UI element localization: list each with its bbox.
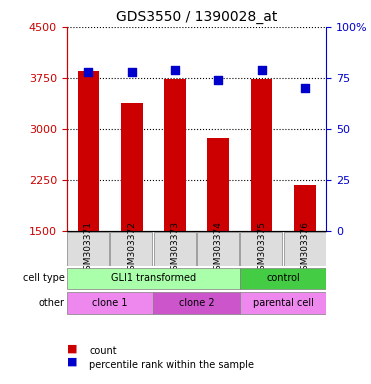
FancyBboxPatch shape xyxy=(111,232,152,266)
Text: GSM303372: GSM303372 xyxy=(127,221,136,276)
Text: GSM303371: GSM303371 xyxy=(84,221,93,276)
Bar xyxy=(121,103,142,231)
Text: cell type: cell type xyxy=(23,273,65,283)
FancyBboxPatch shape xyxy=(154,232,196,266)
Text: parental cell: parental cell xyxy=(253,298,313,308)
FancyBboxPatch shape xyxy=(153,292,240,314)
Text: GSM303373: GSM303373 xyxy=(171,221,180,276)
Bar xyxy=(251,79,272,231)
FancyBboxPatch shape xyxy=(67,268,240,290)
Text: clone 2: clone 2 xyxy=(179,298,214,308)
FancyBboxPatch shape xyxy=(67,292,153,314)
Text: percentile rank within the sample: percentile rank within the sample xyxy=(89,360,254,370)
Title: GDS3550 / 1390028_at: GDS3550 / 1390028_at xyxy=(116,10,277,25)
Text: clone 1: clone 1 xyxy=(92,298,128,308)
Bar xyxy=(207,138,229,231)
Point xyxy=(302,85,308,91)
Text: count: count xyxy=(89,346,116,356)
FancyBboxPatch shape xyxy=(240,292,326,314)
Text: control: control xyxy=(266,273,300,283)
Point xyxy=(215,77,221,83)
Text: GLI1 transformed: GLI1 transformed xyxy=(111,273,196,283)
Text: other: other xyxy=(39,298,65,308)
Bar xyxy=(164,79,186,231)
Text: ■: ■ xyxy=(67,357,77,367)
Point xyxy=(85,69,91,75)
Point xyxy=(172,67,178,73)
Point xyxy=(129,69,135,75)
Text: GSM303375: GSM303375 xyxy=(257,221,266,276)
Bar xyxy=(294,185,316,231)
Bar xyxy=(78,71,99,231)
Text: ■: ■ xyxy=(67,343,77,353)
FancyBboxPatch shape xyxy=(240,268,326,290)
FancyBboxPatch shape xyxy=(67,232,109,266)
Text: GSM303376: GSM303376 xyxy=(301,221,309,276)
FancyBboxPatch shape xyxy=(197,232,239,266)
FancyBboxPatch shape xyxy=(240,232,282,266)
Text: GSM303374: GSM303374 xyxy=(214,221,223,276)
FancyBboxPatch shape xyxy=(283,232,326,266)
Point xyxy=(259,67,265,73)
